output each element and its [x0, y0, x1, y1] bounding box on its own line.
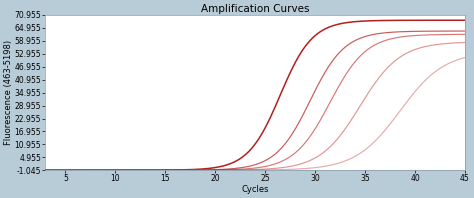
X-axis label: Cycles: Cycles	[241, 185, 269, 194]
Y-axis label: Fluorescence (463-5198): Fluorescence (463-5198)	[4, 40, 13, 145]
Title: Amplification Curves: Amplification Curves	[201, 4, 310, 14]
